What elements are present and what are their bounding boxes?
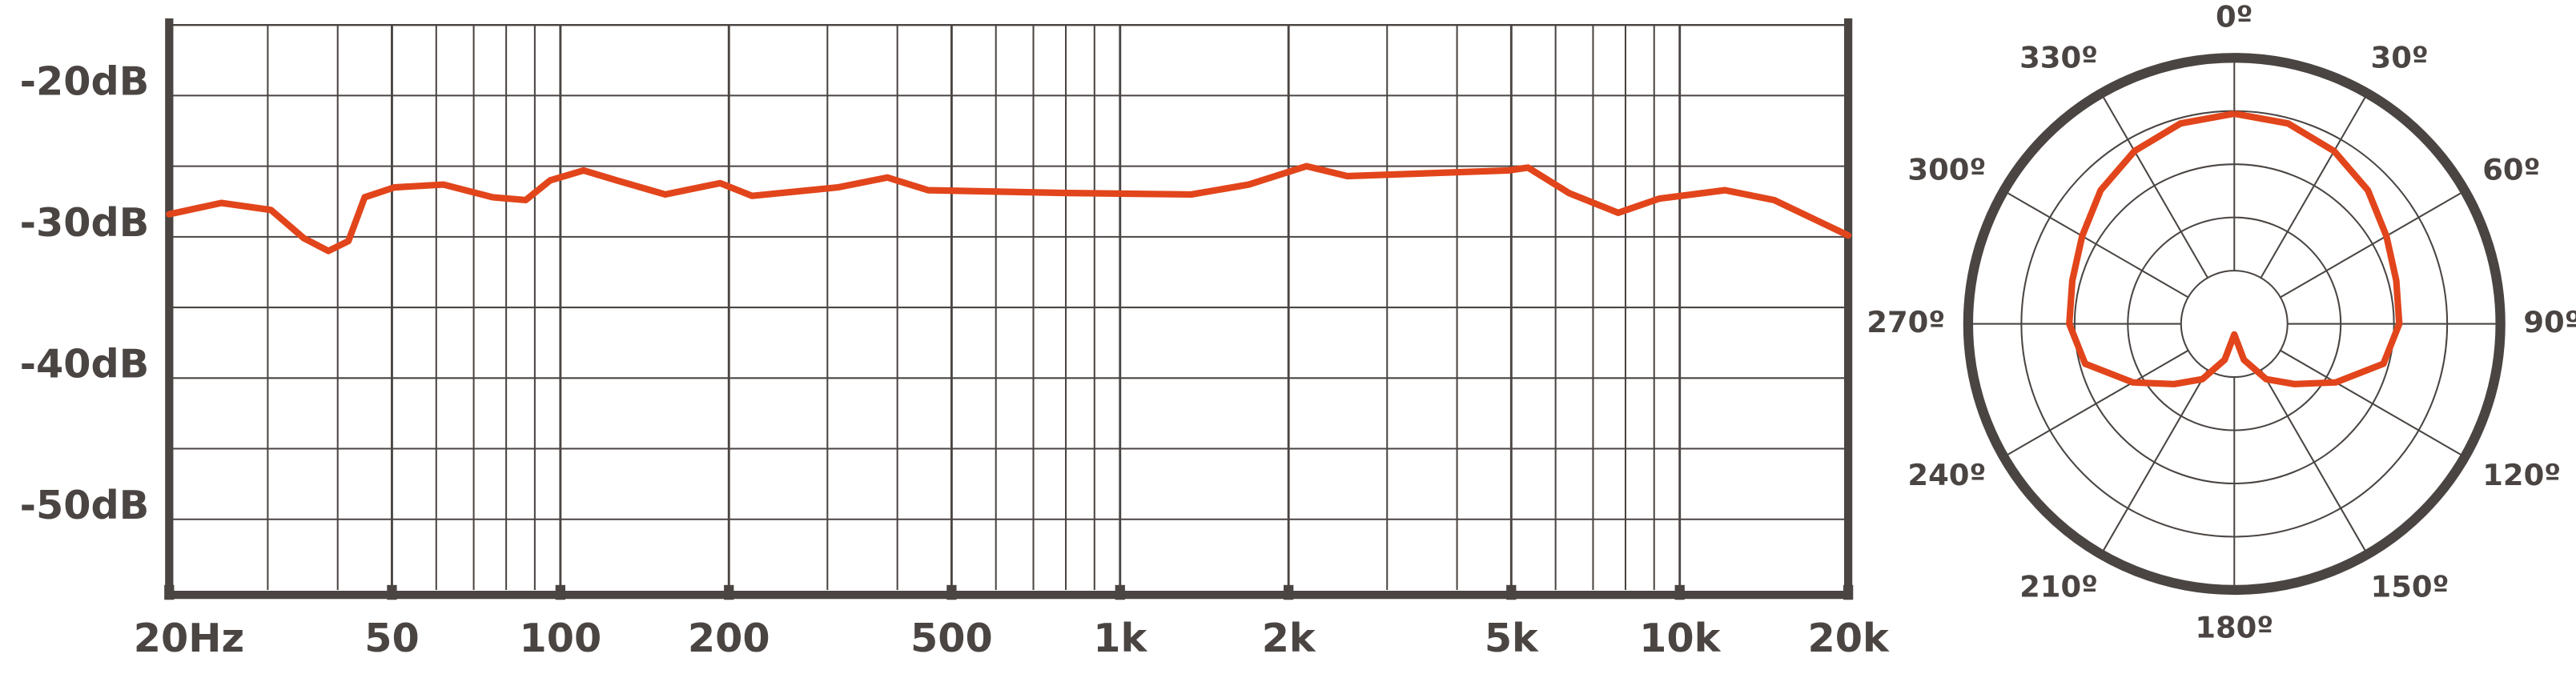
polar-pattern [2066,110,2403,387]
response-curve [166,162,1852,255]
ring [2180,270,2289,379]
angle-label: 0º [2216,0,2253,34]
y-tick-label: -50dB [20,482,150,528]
ring [2073,163,2395,485]
angle-label: 300º [1907,152,1986,187]
angle-label: 270º [1867,305,1945,339]
x-tick-label: 10k [1639,615,1721,661]
x-tick-label: 500 [910,615,993,661]
angle-label: 120º [2482,458,2561,492]
x-tick-label: 1k [1093,615,1147,661]
ring [1963,53,2506,596]
y-tick-label: -20dB [20,58,150,105]
angle-label: 150º [2371,570,2449,604]
x-tick-label: 2k [1262,615,1316,661]
x-tick-label: 200 [688,615,770,661]
x-tick-label: 20Hz [134,615,244,661]
ring [2020,110,2449,538]
angle-label: 210º [2019,570,2098,604]
angle-label: 60º [2482,152,2540,187]
y-tick-label: -30dB [20,199,150,246]
x-tick-label: 20k [1807,615,1889,661]
ring [2127,216,2342,431]
angle-label: 180º [2195,611,2273,645]
y-tick-label: -40dB [20,340,150,387]
angle-label: 330º [2019,41,2098,75]
angle-label: 30º [2371,41,2429,75]
x-tick-label: 50 [364,615,420,661]
angle-label: 90º [2523,305,2576,339]
x-tick-label: 100 [519,615,601,661]
angle-label: 240º [1907,458,1986,492]
x-tick-label: 5k [1485,615,1539,661]
